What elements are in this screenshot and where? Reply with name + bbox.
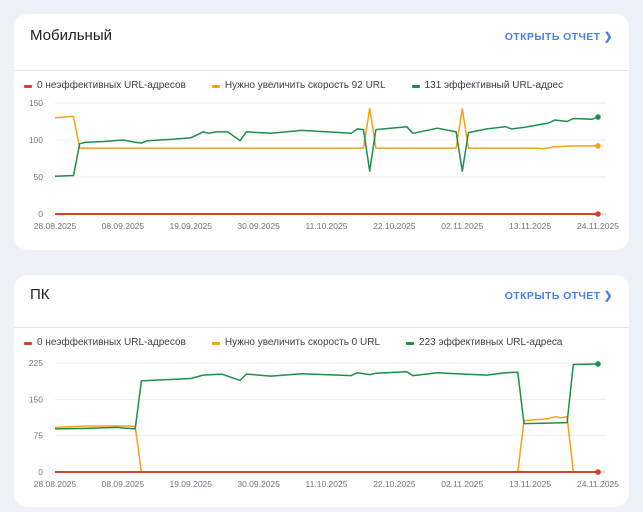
x-tick-label: 30.09.2025 bbox=[237, 221, 280, 231]
series-endpoint-good bbox=[595, 361, 601, 367]
legend: 0 неэффективных URL-адресов Нужно увелич… bbox=[24, 80, 619, 92]
mobile-card: Мобильный ОТКРЫТЬ ОТЧЕТ ❯ 0 неэффективны… bbox=[14, 14, 629, 250]
legend-item-poor[interactable]: 0 неэффективных URL-адресов bbox=[24, 80, 186, 92]
legend-swatch bbox=[406, 341, 415, 345]
series-endpoint-good bbox=[595, 114, 601, 120]
series-line-needs_improvement bbox=[54, 416, 598, 473]
x-tick-label: 30.09.2025 bbox=[237, 479, 280, 489]
legend-swatch bbox=[211, 341, 220, 345]
y-tick-label: 100 bbox=[29, 135, 43, 145]
series-endpoint-poor bbox=[595, 211, 601, 217]
legend: 0 неэффективных URL-адресов Нужно увелич… bbox=[24, 337, 619, 349]
x-tick-label: 28.08.2025 bbox=[34, 221, 77, 231]
series-line-needs_improvement bbox=[54, 107, 598, 150]
y-tick-label: 225 bbox=[29, 358, 43, 368]
legend-label: Нужно увеличить скорость 0 URL bbox=[224, 337, 381, 348]
series-line-good bbox=[54, 116, 599, 178]
legend-label: 223 эффективных URL-адреса bbox=[419, 337, 563, 348]
open-report-label: ОТКРЫТЬ ОТЧЕТ bbox=[504, 31, 601, 43]
x-tick-label: 24.11.2025 bbox=[577, 221, 619, 231]
x-tick-label: 08.09.2025 bbox=[102, 221, 145, 231]
y-tick-label: 75 bbox=[34, 431, 44, 441]
legend-label: 0 неэффективных URL-адресов bbox=[37, 337, 186, 348]
desktop-card: ПК ОТКРЫТЬ ОТЧЕТ ❯ 0 неэффективных URL-а… bbox=[14, 275, 629, 507]
x-tick-label: 22.10.2025 bbox=[373, 221, 416, 231]
legend-label: Нужно увеличить скорость 92 URL bbox=[224, 80, 386, 91]
chevron-right-icon: ❯ bbox=[603, 31, 613, 43]
x-tick-label: 02.11.2025 bbox=[441, 221, 483, 231]
chevron-right-icon: ❯ bbox=[603, 290, 613, 302]
open-report-label: ОТКРЫТЬ ОТЧЕТ bbox=[504, 290, 601, 302]
y-tick-label: 150 bbox=[29, 394, 43, 404]
legend-item-needs-improvement[interactable]: Нужно увеличить скорость 92 URL bbox=[211, 80, 386, 92]
legend-swatch bbox=[211, 84, 220, 88]
series-endpoint-poor bbox=[595, 469, 601, 475]
desktop-chart: 0 75 150 225 28.08.2025 08.09.2025 19.09.2025 3… bbox=[29, 358, 619, 489]
card-title: Мобильный bbox=[30, 27, 112, 44]
y-tick-label: 50 bbox=[34, 172, 44, 182]
legend-item-needs-improvement[interactable]: Нужно увеличить скорость 0 URL bbox=[211, 337, 381, 349]
legend-swatch bbox=[24, 84, 32, 88]
x-tick-label: 28.08.2025 bbox=[34, 479, 77, 489]
x-tick-label: 11.10.2025 bbox=[306, 479, 348, 489]
x-tick-label: 08.09.2025 bbox=[102, 479, 145, 489]
y-tick-label: 150 bbox=[29, 98, 43, 108]
y-tick-label: 0 bbox=[38, 467, 43, 477]
x-tick-label: 19.09.2025 bbox=[169, 221, 212, 231]
x-tick-label: 19.09.2025 bbox=[169, 479, 212, 489]
x-tick-label: 24.11.2025 bbox=[577, 479, 619, 489]
legend-swatch bbox=[411, 84, 420, 88]
open-report-button[interactable]: ОТКРЫТЬ ОТЧЕТ ❯ bbox=[505, 290, 613, 302]
series-line-good bbox=[54, 363, 599, 430]
x-tick-label: 11.10.2025 bbox=[306, 221, 348, 231]
legend-swatch bbox=[24, 341, 32, 345]
legend-item-poor[interactable]: 0 неэффективных URL-адресов bbox=[24, 337, 186, 349]
x-tick-label: 13.11.2025 bbox=[509, 221, 551, 231]
y-tick-label: 0 bbox=[38, 209, 43, 219]
series-endpoint-needs_improvement bbox=[595, 143, 601, 149]
x-tick-label: 22.10.2025 bbox=[373, 479, 416, 489]
open-report-button[interactable]: ОТКРЫТЬ ОТЧЕТ ❯ bbox=[505, 31, 613, 43]
legend-item-good[interactable]: 131 эффективный URL-адрес bbox=[411, 80, 564, 92]
card-title: ПК bbox=[30, 286, 50, 303]
divider bbox=[14, 327, 629, 328]
divider bbox=[14, 70, 629, 71]
x-tick-label: 13.11.2025 bbox=[509, 479, 551, 489]
legend-item-good[interactable]: 223 эффективных URL-адреса bbox=[406, 337, 562, 349]
x-tick-label: 02.11.2025 bbox=[441, 479, 483, 489]
mobile-chart: 0 50 100 150 28.08.2025 08.09.2025 19.09.2025 3… bbox=[29, 98, 619, 231]
legend-label: 0 неэффективных URL-адресов bbox=[37, 80, 186, 91]
legend-label: 131 эффективный URL-адрес bbox=[424, 80, 564, 91]
